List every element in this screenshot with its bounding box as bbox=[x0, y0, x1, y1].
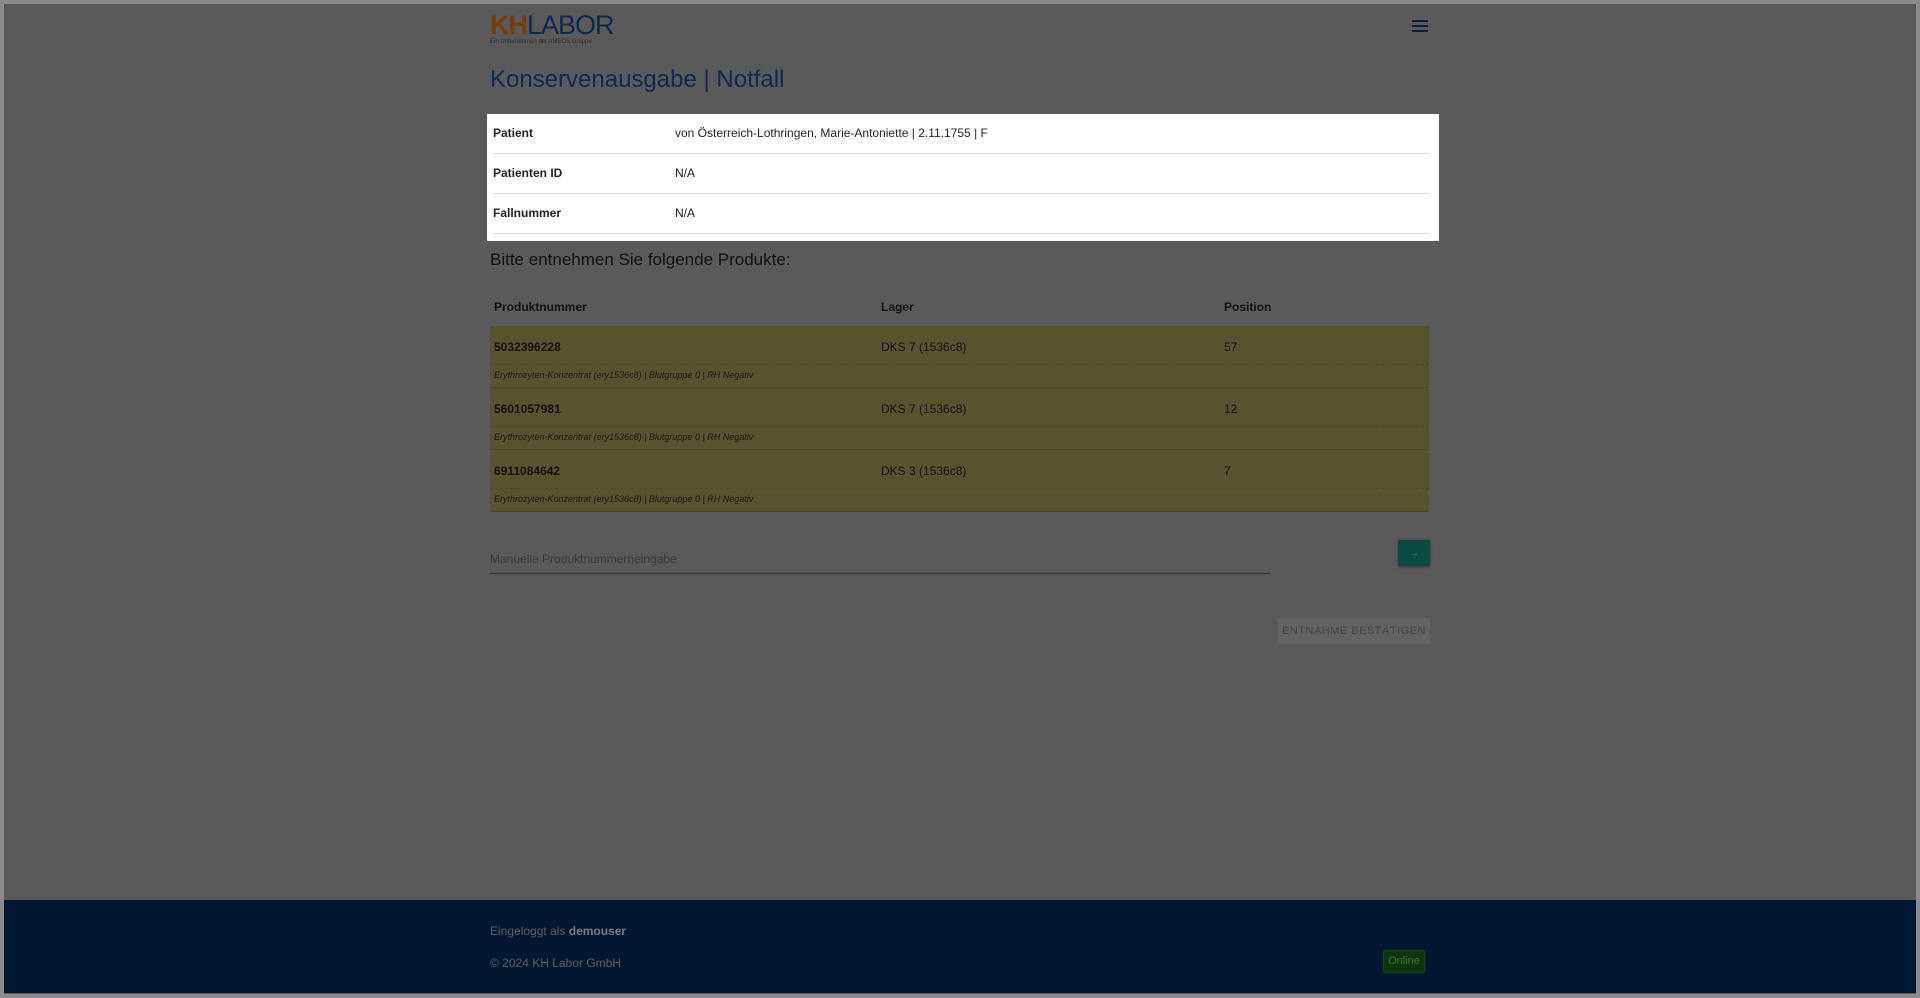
logo-tagline: Ein Unternehmen der AMEOS Gruppe bbox=[490, 39, 592, 45]
label: Patienten ID bbox=[493, 166, 563, 180]
column-header-lager: Lager bbox=[881, 300, 914, 314]
copyright: © 2024 KH Labor GmbH bbox=[490, 956, 621, 970]
position: 7 bbox=[1224, 464, 1231, 478]
label: Fallnummer bbox=[493, 206, 562, 220]
lager: DKS 3 (1536c8) bbox=[881, 464, 967, 478]
product-number: 5601057981 bbox=[494, 402, 561, 416]
value: N/A bbox=[675, 206, 696, 220]
product-description: Erythrozyten-Konzentrat (ery1536c8) | Bl… bbox=[494, 432, 754, 442]
logged-in-text: Eingeloggt als demouser bbox=[490, 924, 626, 938]
logo-kh: KH bbox=[490, 10, 528, 40]
column-header-produktnummer: Produktnummer bbox=[494, 300, 587, 314]
products-heading: Bitte entnehmen Sie folgende Produkte: bbox=[490, 250, 791, 269]
product-number: 5032396228 bbox=[494, 340, 561, 354]
table-row: 6911084642 DKS 3 (1536c8) 7 Erythrozyten-K… bbox=[490, 450, 1429, 512]
logo-labor: LABOR bbox=[527, 10, 615, 40]
logo: KHLABOR Ein Unternehmen der AMEOS Gruppe bbox=[490, 10, 615, 45]
case-number-row: Fallnummer N/A bbox=[493, 194, 1430, 234]
value: von Österreich-Lothringen, Marie-Antonie… bbox=[675, 126, 988, 140]
position: 12 bbox=[1224, 402, 1238, 416]
hamburger-icon[interactable] bbox=[1412, 20, 1428, 34]
value: N/A bbox=[675, 166, 696, 180]
column-header-position: Position bbox=[1224, 300, 1272, 314]
table-row: 5032396228 DKS 7 (1536c8) 57 Erythrozyten-… bbox=[490, 326, 1429, 388]
product-description: Erythrozyten-Konzentrat (ery1536c8) | Bl… bbox=[494, 370, 754, 380]
confirm-removal-button[interactable]: ENTNAHME BESTÄTIGEN bbox=[1278, 618, 1430, 644]
product-description: Erythrozyten-Konzentrat (ery1536c8) | Bl… bbox=[494, 494, 754, 504]
submit-arrow-button[interactable]: → bbox=[1398, 540, 1430, 566]
online-status-badge: Online bbox=[1383, 950, 1425, 973]
position: 57 bbox=[1224, 340, 1238, 354]
manual-product-number-input[interactable] bbox=[490, 545, 1270, 574]
logged-in-prefix: Eingeloggt als bbox=[490, 924, 566, 938]
patient-row: Patient von Österreich-Lothringen, Marie-… bbox=[493, 114, 1430, 154]
product-number: 6911084642 bbox=[494, 464, 561, 478]
label: Patient bbox=[493, 126, 534, 140]
table-row: 5601057981 DKS 7 (1536c8) 12 Erythrozyten-… bbox=[490, 388, 1429, 450]
lager: DKS 7 (1536c8) bbox=[881, 340, 967, 354]
lager: DKS 7 (1536c8) bbox=[881, 402, 967, 416]
username: demouser bbox=[568, 924, 627, 938]
patient-id-row: Patienten ID N/A bbox=[493, 154, 1430, 194]
footer bbox=[4, 900, 1916, 993]
page-title: Konservenausgabe | Notfall bbox=[490, 66, 785, 93]
patient-info-card: Patient von Österreich-Lothringen, Marie-… bbox=[487, 114, 1439, 241]
